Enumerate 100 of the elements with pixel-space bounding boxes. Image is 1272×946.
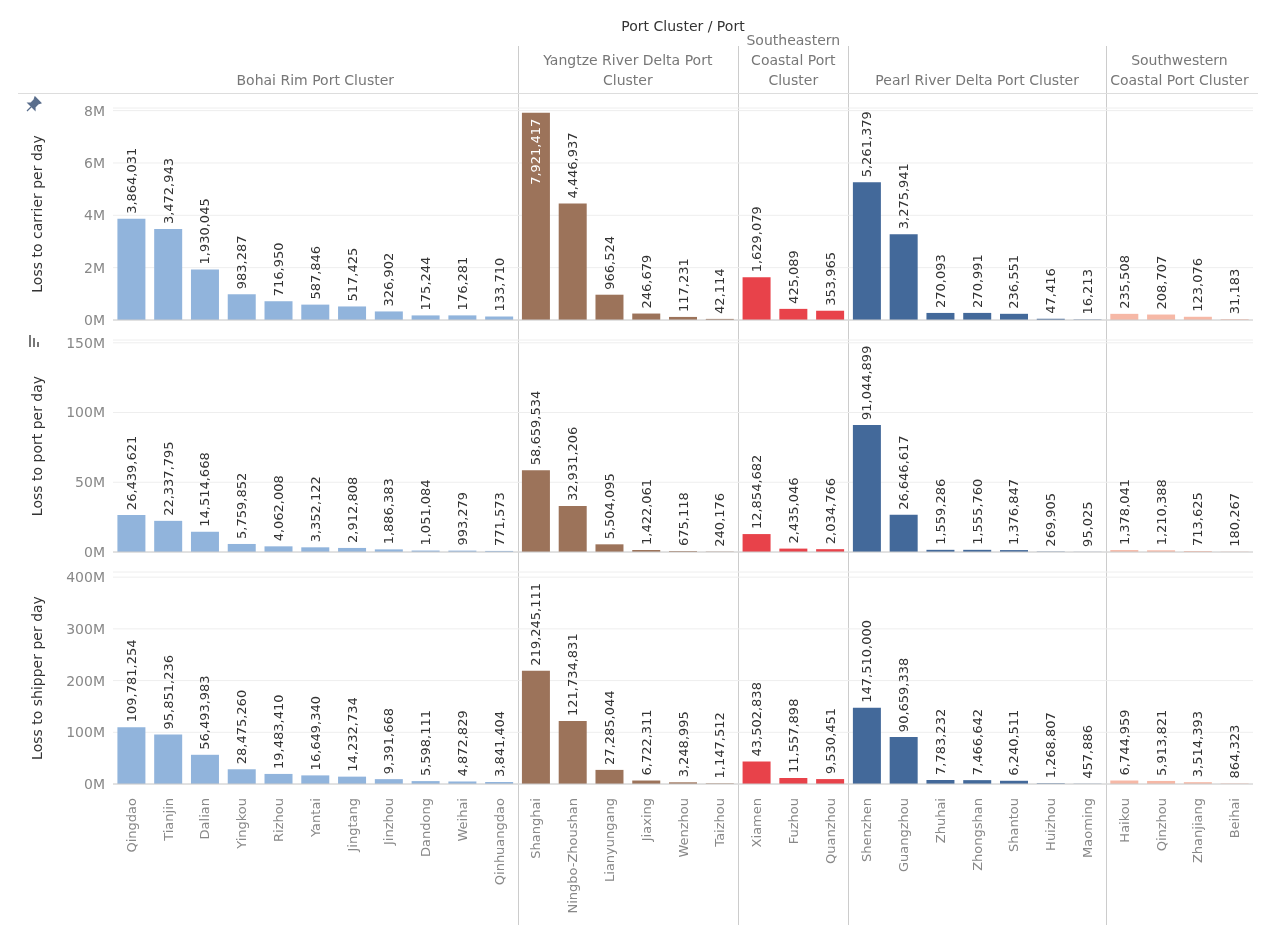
data-label: 95,025 <box>1080 501 1096 547</box>
data-label: 1,378,041 <box>1116 478 1132 546</box>
data-label: 2,912,808 <box>344 476 360 543</box>
data-label: 1,051,084 <box>418 479 434 546</box>
data-label: 3,248,995 <box>675 711 691 778</box>
data-label: 9,391,668 <box>381 707 397 775</box>
data-label: 175,244 <box>418 256 434 311</box>
data-label: 6,240,511 <box>1006 709 1022 776</box>
x-tick-label: Guangzhou <box>896 798 912 873</box>
data-label: 109,781,254 <box>123 639 139 723</box>
y-tick-label: 8M <box>84 102 105 119</box>
data-label: 235,508 <box>1116 255 1132 309</box>
x-tick-label: Beihai <box>1227 798 1243 839</box>
data-label: 95,851,236 <box>160 655 176 730</box>
data-label: 7,466,642 <box>969 708 985 776</box>
x-tick-label: Maoming <box>1080 798 1096 858</box>
y-axis-title: Loss to carrier per day <box>28 135 45 293</box>
data-label: 425,089 <box>785 250 801 304</box>
x-tick-label: Lianyungang <box>601 798 617 882</box>
x-tick-label: Dandong <box>418 798 434 857</box>
x-tick-label: Shenzhen <box>859 798 875 863</box>
data-label: 3,514,393 <box>1190 711 1206 778</box>
data-label: 326,902 <box>381 252 397 307</box>
data-label: 6,744,959 <box>1116 709 1132 776</box>
data-label: 14,232,734 <box>344 697 360 772</box>
data-label: 269,905 <box>1043 492 1059 547</box>
data-label: 11,557,898 <box>785 698 801 774</box>
data-label: 26,646,617 <box>896 435 912 510</box>
data-label: 5,759,852 <box>234 472 250 539</box>
data-label: 28,475,260 <box>234 689 250 765</box>
data-label: 121,734,831 <box>565 633 581 717</box>
y-tick-label: 2M <box>84 259 105 276</box>
data-label: 1,147,512 <box>712 712 728 779</box>
y-tick-label: 200M <box>66 672 105 689</box>
data-label: 176,281 <box>454 256 470 311</box>
data-label: 5,261,379 <box>859 111 875 178</box>
data-label: 133,710 <box>491 257 507 312</box>
x-tick-label: Huizhou <box>1043 798 1059 851</box>
x-tick-label: Jingtang <box>344 798 360 853</box>
data-label: 457,886 <box>1080 725 1096 779</box>
x-tick-label: Yantai <box>307 798 323 839</box>
y-tick-label: 150M <box>66 334 105 351</box>
y-axis-title: Loss to shipper per day <box>28 596 45 760</box>
data-label: 3,472,943 <box>160 157 176 225</box>
data-label: 219,245,111 <box>528 582 544 666</box>
x-tick-label: Jinzhou <box>381 798 397 846</box>
x-tick-label: Fuzhou <box>785 798 801 845</box>
data-label: 47,416 <box>1043 268 1059 314</box>
x-tick-label: Qinzhou <box>1153 798 1169 852</box>
y-tick-label: 100M <box>66 724 105 741</box>
data-label: 31,183 <box>1227 268 1243 315</box>
data-label: 5,913,821 <box>1153 709 1169 776</box>
data-label: 5,598,111 <box>418 709 434 777</box>
y-tick-label: 0M <box>84 311 105 328</box>
x-tick-label: Yingkou <box>234 798 250 850</box>
data-label: 4,062,008 <box>271 475 287 542</box>
x-tick-label: Rizhou <box>270 798 286 842</box>
x-tick-label: Qinhuangdao <box>491 797 507 886</box>
data-label: 675,118 <box>675 492 691 547</box>
data-label: 42,114 <box>712 268 728 314</box>
data-label: 12,854,682 <box>749 454 765 530</box>
data-label: 56,493,983 <box>197 675 213 750</box>
x-tick-label: Zhongshan <box>969 798 985 871</box>
y-tick-label: 6M <box>84 154 105 171</box>
data-label: 864,323 <box>1227 724 1243 779</box>
x-tick-label: Dalian <box>197 798 213 840</box>
y-tick-label: 300M <box>66 620 105 637</box>
data-label: 32,931,206 <box>565 426 581 502</box>
data-label: 117,231 <box>675 258 691 312</box>
x-tick-label: Xiamen <box>749 798 765 848</box>
x-tick-label: Weihai <box>454 798 470 842</box>
data-label: 6,722,311 <box>638 709 654 776</box>
data-label: 91,044,899 <box>859 345 875 421</box>
data-label: 716,950 <box>271 242 287 297</box>
data-label: 1,210,388 <box>1153 479 1169 546</box>
data-label: 1,376,847 <box>1006 478 1022 546</box>
data-label: 14,514,668 <box>197 452 213 527</box>
data-label: 240,176 <box>712 492 728 547</box>
data-label: 587,846 <box>307 245 323 300</box>
x-tick-label: Ningbo-Zhoushan <box>565 798 581 914</box>
data-label: 3,275,941 <box>896 163 912 230</box>
data-label: 1,886,383 <box>381 478 397 545</box>
data-label: 123,076 <box>1190 258 1206 312</box>
data-label: 5,504,095 <box>601 473 617 540</box>
data-label: 246,679 <box>638 254 654 309</box>
data-label: 771,573 <box>491 492 507 546</box>
data-label: 26,439,621 <box>123 435 139 511</box>
x-tick-label: Shanghai <box>528 798 544 859</box>
y-tick-label: 0M <box>84 543 105 560</box>
data-label: 1,555,760 <box>969 478 985 545</box>
data-label: 1,559,286 <box>932 478 948 545</box>
data-label: 2,435,046 <box>785 477 801 544</box>
x-tick-label: Tianjin <box>160 798 176 842</box>
text: Yangtze River Delta Port Cluster <box>542 51 714 90</box>
data-label: 90,659,338 <box>896 657 912 733</box>
data-label: 27,285,044 <box>601 690 617 765</box>
text: Southwestern Coastal Port Cluster <box>1109 51 1250 90</box>
data-label: 180,267 <box>1227 492 1243 547</box>
data-label: 966,524 <box>601 235 617 290</box>
data-label: 236,551 <box>1006 255 1022 309</box>
